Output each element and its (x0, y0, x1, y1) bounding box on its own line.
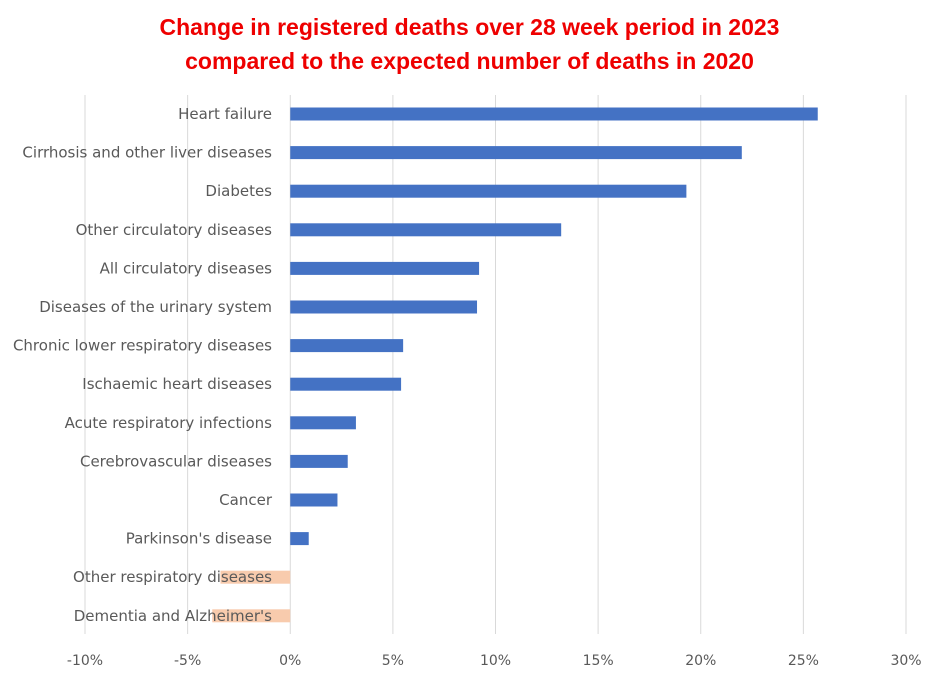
bar (290, 454, 348, 468)
bar (212, 609, 291, 623)
x-tick-label: 5% (382, 653, 404, 669)
category-label: All circulatory diseases (100, 259, 273, 277)
bar (290, 223, 562, 237)
bar (290, 300, 478, 314)
bar (290, 416, 356, 430)
category-label: Diseases of the urinary system (39, 298, 272, 316)
chart-title-line-2: compared to the expected number of death… (185, 48, 754, 74)
bar (290, 107, 818, 121)
bar (290, 261, 480, 275)
x-tick-label: -5% (174, 653, 201, 669)
x-tick-label: -10% (67, 653, 103, 669)
x-tick-label: 15% (583, 653, 614, 669)
category-label: Acute respiratory infections (65, 414, 273, 432)
x-tick-label: 20% (685, 653, 716, 669)
category-label: Diabetes (205, 182, 272, 200)
x-tick-label: 30% (890, 653, 921, 669)
bar (290, 146, 742, 160)
category-label: Cerebrovascular diseases (80, 452, 272, 470)
category-label: Chronic lower respiratory diseases (13, 337, 272, 355)
x-tick-label: 25% (788, 653, 819, 669)
x-tick-label: 0% (279, 653, 301, 669)
bar (290, 184, 687, 198)
category-label: Parkinson's disease (126, 530, 272, 548)
category-label: Dementia and Alzheimer's (74, 607, 272, 625)
category-label: Heart failure (178, 105, 272, 123)
category-label: Cirrhosis and other liver diseases (22, 144, 272, 162)
bar (290, 532, 309, 546)
chart-title-line-1: Change in registered deaths over 28 week… (159, 14, 780, 40)
category-label: Ischaemic heart diseases (82, 375, 272, 393)
bar (290, 339, 404, 353)
category-label: Other respiratory diseases (73, 568, 272, 586)
x-tick-label: 10% (480, 653, 511, 669)
category-label: Other circulatory diseases (76, 221, 273, 239)
category-label: Cancer (219, 491, 273, 509)
bar (220, 570, 291, 584)
bar (290, 493, 338, 507)
bar (290, 377, 402, 391)
